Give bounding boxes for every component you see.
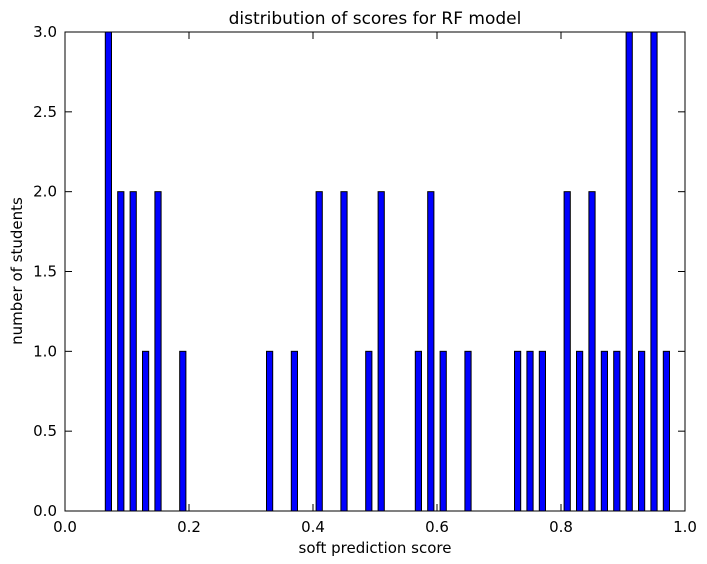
bar-12 — [414, 350, 422, 512]
y-axis-label: number of students — [8, 197, 26, 345]
x-tick-label-3: 0.6 — [425, 518, 449, 536]
y-tick-label-2: 1.0 — [33, 342, 57, 360]
x-tick-label-4: 0.8 — [549, 518, 573, 536]
x-tick-label-2: 0.4 — [301, 518, 325, 536]
bar-21 — [588, 191, 596, 512]
bar-18 — [538, 350, 546, 512]
plot-frame — [64, 31, 686, 512]
bars-group — [104, 31, 670, 512]
bar-23 — [613, 350, 621, 512]
bar-14 — [439, 350, 447, 512]
x-tick-label-5: 1.0 — [673, 518, 697, 536]
bar-17 — [526, 350, 534, 512]
bar-20 — [576, 350, 584, 512]
y-tick-label-5: 2.5 — [33, 103, 57, 121]
bar-5 — [179, 350, 187, 512]
y-tick-label-0: 0.0 — [33, 502, 57, 520]
y-tick-label-1: 0.5 — [33, 422, 57, 440]
bar-8 — [315, 191, 323, 512]
bar-27 — [662, 350, 670, 512]
bar-4 — [154, 191, 162, 512]
bar-10 — [365, 350, 373, 512]
bar-6 — [266, 350, 274, 512]
bar-1 — [117, 191, 125, 512]
bar-11 — [377, 191, 385, 512]
bar-15 — [464, 350, 472, 512]
bar-0 — [104, 31, 113, 512]
bar-3 — [142, 350, 150, 512]
bar-16 — [514, 350, 522, 512]
y-tick-label-3: 1.5 — [33, 263, 57, 281]
x-tick-label-1: 0.2 — [177, 518, 201, 536]
bar-22 — [600, 350, 608, 512]
bar-2 — [129, 191, 137, 512]
bar-13 — [427, 191, 435, 512]
bar-7 — [290, 350, 298, 512]
y-tick-label-6: 3.0 — [33, 23, 57, 41]
ticks-group: 0.0 0.2 0.4 0.6 0.8 1.0 0.0 0.5 1.0 1.5 2.0 2.5 3.0 — [33, 23, 697, 536]
bar-26 — [650, 31, 658, 512]
x-axis-label: soft prediction score — [299, 539, 452, 557]
x-tick-label-0: 0.0 — [53, 518, 77, 536]
bar-9 — [340, 191, 348, 512]
bar-25 — [638, 350, 646, 512]
y-tick-label-4: 2.0 — [33, 183, 57, 201]
bar-24 — [625, 31, 633, 512]
chart-title: distribution of scores for RF model — [229, 9, 522, 29]
bar-19 — [563, 191, 571, 512]
